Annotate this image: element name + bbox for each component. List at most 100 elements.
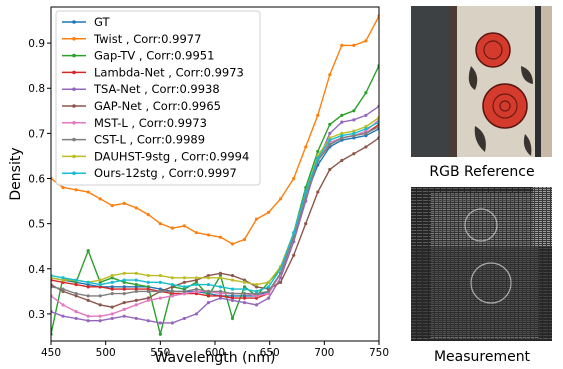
- data-point: [230, 316, 235, 321]
- data-point: [194, 289, 199, 293]
- data-point: [218, 292, 223, 296]
- data-point: [134, 316, 138, 321]
- data-point: [122, 280, 126, 284]
- data-point: [218, 273, 223, 278]
- data-point: [218, 271, 223, 275]
- data-point: [254, 296, 259, 300]
- data-point: [110, 287, 114, 291]
- data-point: [230, 296, 235, 300]
- data-point: [242, 294, 247, 298]
- data-point: [110, 292, 114, 296]
- data-point: [279, 197, 283, 201]
- data-point: [182, 280, 186, 284]
- data-point: [182, 276, 186, 280]
- data-point: [98, 319, 102, 323]
- data-point: [279, 280, 283, 284]
- series-1: [51, 14, 379, 246]
- data-point: [230, 278, 235, 282]
- data-point: [122, 285, 126, 289]
- data-point: [304, 145, 308, 149]
- data-point: [61, 289, 65, 293]
- data-point: [158, 321, 162, 325]
- data-point: [218, 276, 223, 280]
- x-tick-label: 700: [314, 347, 334, 359]
- data-point: [230, 298, 235, 302]
- data-point: [242, 278, 247, 282]
- data-point: [61, 287, 65, 291]
- legend-entry: Twist , Corr:0.9977: [62, 32, 201, 46]
- legend-label: GT: [94, 15, 111, 29]
- legend-label: GAP-Net , Corr:0.9965: [94, 99, 221, 113]
- data-point: [134, 298, 138, 302]
- data-point: [61, 278, 65, 282]
- data-point: [230, 294, 235, 298]
- legend-entry: TSA-Net , Corr:0.9938: [62, 82, 220, 96]
- x-tick-label: 450: [41, 347, 61, 359]
- data-point: [74, 310, 78, 314]
- data-point: [352, 109, 356, 113]
- data-point: [110, 273, 114, 278]
- data-point: [182, 224, 186, 228]
- data-point: [254, 292, 259, 296]
- x-tick-label: 500: [96, 347, 116, 359]
- data-point: [158, 289, 162, 293]
- data-point: [134, 206, 138, 210]
- data-point: [170, 294, 174, 298]
- data-point: [146, 280, 150, 284]
- legend-marker: [72, 137, 76, 142]
- data-point: [316, 149, 320, 154]
- data-point: [98, 278, 102, 282]
- data-point: [74, 280, 78, 284]
- data-point: [230, 292, 235, 296]
- data-point: [86, 282, 90, 287]
- data-point: [328, 143, 332, 147]
- legend-marker: [72, 20, 76, 24]
- legend-entry: Gap-TV , Corr:0.9951: [62, 49, 214, 63]
- data-point: [74, 292, 78, 296]
- legend-label: TSA-Net , Corr:0.9938: [93, 82, 220, 96]
- y-tick-label: 0.9: [28, 38, 45, 50]
- data-point: [364, 91, 368, 95]
- data-point: [266, 210, 271, 214]
- data-point: [364, 134, 368, 138]
- data-point: [304, 222, 308, 226]
- data-point: [194, 312, 199, 316]
- data-point: [206, 273, 211, 278]
- y-axis-label: Density: [8, 147, 24, 200]
- data-point: [74, 294, 78, 298]
- data-point: [364, 131, 368, 135]
- legend-entry: Ours-12stg , Corr:0.9997: [62, 166, 237, 180]
- data-point: [364, 125, 368, 129]
- data-point: [352, 118, 356, 122]
- data-point: [266, 285, 271, 289]
- data-point: [98, 197, 102, 201]
- data-point: [266, 289, 271, 293]
- data-point: [242, 280, 247, 284]
- data-point: [242, 296, 247, 300]
- data-point: [110, 203, 114, 208]
- data-point: [266, 280, 271, 284]
- data-point: [242, 285, 247, 289]
- data-point: [352, 136, 356, 140]
- data-point: [194, 280, 199, 284]
- rgb-reference-image: [411, 6, 552, 157]
- data-point: [98, 314, 102, 318]
- data-point: [134, 278, 138, 282]
- legend-label: DAUHST-9stg , Corr:0.9994: [94, 149, 249, 163]
- data-point: [364, 145, 368, 149]
- data-point: [340, 138, 344, 142]
- data-point: [122, 278, 126, 282]
- axis-ticks: 450 500 550 600 650 700 750 0.3 0.4 0.5 0.6 0.7 0.8 0…: [28, 38, 389, 359]
- data-point: [328, 138, 332, 142]
- data-point: [266, 296, 271, 300]
- series-line: [51, 121, 379, 293]
- data-point: [328, 136, 332, 140]
- data-point: [98, 282, 102, 287]
- legend-marker: [72, 53, 76, 58]
- series-line: [51, 15, 379, 245]
- data-point: [340, 134, 344, 138]
- legend-marker: [72, 154, 76, 159]
- data-point: [230, 273, 235, 278]
- legend-label: Lambda-Net , Corr:0.9973: [94, 65, 244, 79]
- data-point: [316, 156, 320, 160]
